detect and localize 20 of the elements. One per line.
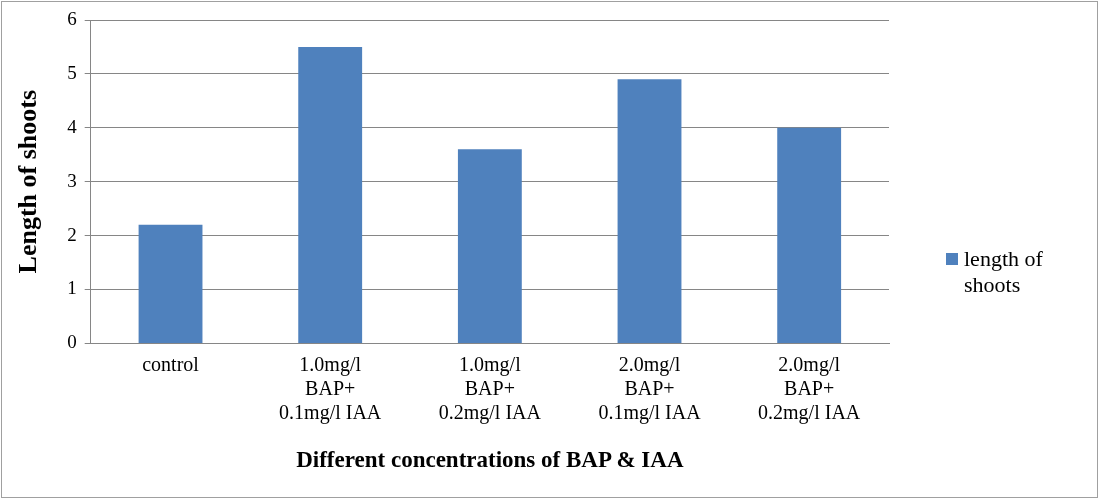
- x-tick-label: 1.0mg/l BAP+ 0.2mg/l IAA: [438, 352, 542, 424]
- y-tick-label: 4: [67, 115, 78, 137]
- y-tick-label: 0: [67, 331, 77, 353]
- bar: [617, 79, 682, 343]
- y-tick-label: 3: [67, 169, 77, 191]
- x-tick-label: 1.0mg/l BAP+ 0.1mg/l IAA: [279, 352, 382, 424]
- x-tick-label: 2.0mg/l BAP+ 0.2mg/l IAA: [758, 352, 861, 424]
- bar: [298, 46, 363, 343]
- y-axis-title: Length of shoots: [13, 89, 43, 274]
- y-tick-label: 2: [67, 223, 77, 245]
- x-axis-title: Different concentrations of BAP & IAA: [296, 447, 684, 473]
- bar: [457, 149, 522, 343]
- y-tick-label: 1: [67, 277, 77, 299]
- y-tick-label: 6: [67, 7, 77, 29]
- x-tick-label: control: [142, 352, 200, 375]
- x-tick-label: 2.0mg/l BAP+ 0.1mg/l IAA: [598, 352, 702, 424]
- bar: [138, 224, 203, 343]
- y-tick-label: 5: [67, 61, 77, 83]
- legend-label: length of shoots: [964, 246, 1044, 298]
- bar: [777, 127, 842, 343]
